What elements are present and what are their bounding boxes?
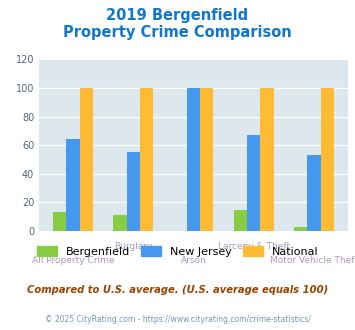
Bar — [294, 227, 307, 231]
Text: 2019 Bergenfield: 2019 Bergenfield — [106, 8, 248, 23]
Text: Property Crime Comparison: Property Crime Comparison — [63, 25, 292, 40]
Text: Arson: Arson — [181, 256, 206, 265]
Bar — [127, 152, 140, 231]
Bar — [53, 213, 66, 231]
Bar — [321, 88, 334, 231]
Text: Larceny & Theft: Larceny & Theft — [218, 242, 290, 251]
Bar — [113, 215, 127, 231]
Text: Burglary: Burglary — [114, 242, 153, 251]
Bar — [80, 88, 93, 231]
Bar — [260, 88, 274, 231]
Text: Compared to U.S. average. (U.S. average equals 100): Compared to U.S. average. (U.S. average … — [27, 285, 328, 295]
Bar — [187, 88, 200, 231]
Bar — [247, 135, 260, 231]
Bar — [140, 88, 153, 231]
Legend: Bergenfield, New Jersey, National: Bergenfield, New Jersey, National — [32, 242, 323, 261]
Bar — [200, 88, 213, 231]
Text: Motor Vehicle Theft: Motor Vehicle Theft — [270, 256, 355, 265]
Bar — [234, 210, 247, 231]
Text: © 2025 CityRating.com - https://www.cityrating.com/crime-statistics/: © 2025 CityRating.com - https://www.city… — [45, 315, 310, 324]
Bar — [66, 140, 80, 231]
Bar — [307, 155, 321, 231]
Text: All Property Crime: All Property Crime — [32, 256, 114, 265]
